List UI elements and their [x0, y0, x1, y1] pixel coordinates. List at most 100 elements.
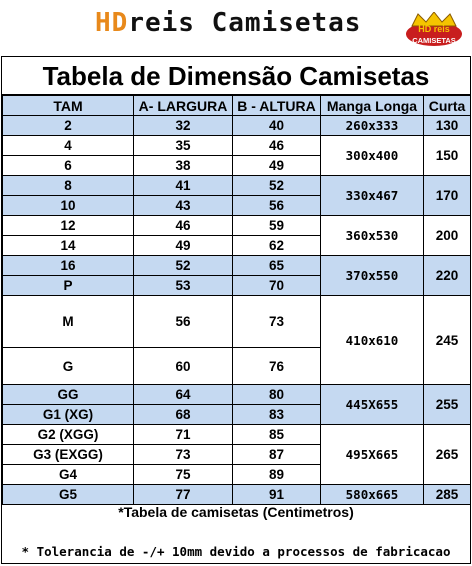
table-row: G2 (XGG) 71 85 495X665 265 — [2, 424, 471, 485]
size-table: TAM A- LARGURA B - ALTURA Manga Longa Cu… — [2, 95, 471, 505]
cell-curta: 200 — [423, 215, 471, 256]
cell-tam: 14 — [2, 235, 134, 256]
table-row: 6 38 49 — [2, 155, 471, 176]
cell-manga-longa: 330x467 — [320, 175, 424, 216]
cell-altura: 76 — [232, 347, 321, 385]
cell-altura: 40 — [232, 115, 321, 136]
cell-manga-longa: 360x530 — [320, 215, 424, 256]
cell-tam: 16 — [2, 255, 134, 276]
cell-tam: G5 — [2, 484, 134, 505]
cell-curta: 265 — [423, 424, 471, 485]
cell-altura: 46 — [232, 135, 321, 156]
cell-largura: 68 — [133, 404, 233, 425]
cell-largura: 38 — [133, 155, 233, 176]
cell-tam: 4 — [2, 135, 134, 156]
cell-altura: 83 — [232, 404, 321, 425]
cell-manga-longa: 370x550 — [320, 255, 424, 296]
cell-tam: G — [2, 347, 134, 385]
table-row: 12 46 59 360x530 200 — [2, 215, 471, 256]
cell-largura: 49 — [133, 235, 233, 256]
cell-altura: 70 — [232, 275, 321, 296]
cell-tam: M — [2, 295, 134, 348]
cell-curta: 220 — [423, 255, 471, 296]
cell-largura: 46 — [133, 215, 233, 236]
cell-tam: 10 — [2, 195, 134, 216]
cell-curta: 245 — [423, 295, 471, 385]
cell-tam: 2 — [2, 115, 134, 136]
cell-altura: 59 — [232, 215, 321, 236]
table-row: G 60 76 — [2, 347, 471, 385]
page-title: Tabela de Dimensão Camisetas — [2, 57, 470, 95]
cell-tam: 12 — [2, 215, 134, 236]
tolerance-note: * Tolerancia de -/+ 10mm devido a proces… — [21, 544, 451, 559]
cell-manga-longa: 445X655 — [320, 384, 424, 425]
cell-manga-longa: 580x665 — [320, 484, 424, 505]
cell-altura: 91 — [232, 484, 321, 505]
cell-largura: 32 — [133, 115, 233, 136]
cell-curta: 170 — [423, 175, 471, 216]
table-row: G5 77 91 580x665 285 — [2, 484, 471, 505]
column-header-manga-longa: Manga Longa — [320, 95, 424, 116]
cell-tam: G3 (EXGG) — [2, 444, 134, 465]
cell-tam: 6 — [2, 155, 134, 176]
table-row: 10 43 56 — [2, 195, 471, 216]
cell-altura: 87 — [232, 444, 321, 465]
column-header-curta: Curta — [423, 95, 471, 116]
cell-altura: 65 — [232, 255, 321, 276]
cell-altura: 56 — [232, 195, 321, 216]
cell-curta: 150 — [423, 135, 471, 176]
cell-altura: 49 — [232, 155, 321, 176]
cell-largura: 75 — [133, 464, 233, 485]
cell-tam: P — [2, 275, 134, 296]
cell-largura: 64 — [133, 384, 233, 405]
header: HDreis Camisetas HD reis CAMISETAS — [0, 0, 472, 56]
cell-altura: 80 — [232, 384, 321, 405]
table-row: G4 75 89 — [2, 464, 471, 485]
column-header-largura: A- LARGURA — [133, 95, 233, 116]
cell-largura: 52 — [133, 255, 233, 276]
cell-tam: GG — [2, 384, 134, 405]
table-row: G3 (EXGG) 73 87 — [2, 444, 471, 465]
cell-largura: 41 — [133, 175, 233, 196]
column-header-altura: B - ALTURA — [232, 95, 321, 116]
table-row: 4 35 46 300x400 150 — [2, 135, 471, 176]
footnotes: *Tabela de camisetas (Centimetros) * Tol… — [2, 503, 470, 563]
table-row: M 56 73 410x610 245 — [2, 295, 471, 385]
cell-largura: 60 — [133, 347, 233, 385]
brand-prefix: HD — [95, 8, 129, 38]
cell-largura: 73 — [133, 444, 233, 465]
cell-altura: 89 — [232, 464, 321, 485]
cell-tam: G2 (XGG) — [2, 424, 134, 445]
logo-text-bottom: CAMISETAS — [412, 36, 456, 45]
cell-altura: 62 — [232, 235, 321, 256]
table-row: 2 32 40 260x333 130 — [2, 115, 471, 136]
size-chart-sheet: Tabela de Dimensão Camisetas TAM A- LARG… — [1, 56, 471, 564]
cell-curta: 130 — [423, 115, 471, 136]
cell-tam: G4 — [2, 464, 134, 485]
table-row: GG 64 80 445X655 255 — [2, 384, 471, 425]
table-row: 8 41 52 330x467 170 — [2, 175, 471, 216]
cell-manga-longa: 300x400 — [320, 135, 424, 176]
cell-largura: 77 — [133, 484, 233, 505]
brand-name: reis Camisetas — [128, 8, 362, 38]
cell-manga-longa: 495X665 — [320, 424, 424, 485]
brand-logo-icon: HD reis CAMISETAS — [406, 12, 462, 46]
cell-curta: 285 — [423, 484, 471, 505]
cell-altura: 85 — [232, 424, 321, 445]
cell-largura: 53 — [133, 275, 233, 296]
cell-tam: 8 — [2, 175, 134, 196]
cell-largura: 56 — [133, 295, 233, 348]
table-header-row: TAM A- LARGURA B - ALTURA Manga Longa Cu… — [2, 95, 471, 116]
table-row: 16 52 65 370x550 220 — [2, 255, 471, 296]
column-header-tam: TAM — [2, 95, 134, 116]
cell-largura: 35 — [133, 135, 233, 156]
cell-manga-longa: 410x610 — [320, 295, 424, 385]
cell-curta: 255 — [423, 384, 471, 425]
logo-text-top: HD reis — [418, 24, 450, 34]
unit-note: *Tabela de camisetas (Centimetros) — [118, 504, 354, 520]
cell-largura: 71 — [133, 424, 233, 445]
cell-altura: 52 — [232, 175, 321, 196]
cell-tam: G1 (XG) — [2, 404, 134, 425]
cell-largura: 43 — [133, 195, 233, 216]
cell-altura: 73 — [232, 295, 321, 348]
